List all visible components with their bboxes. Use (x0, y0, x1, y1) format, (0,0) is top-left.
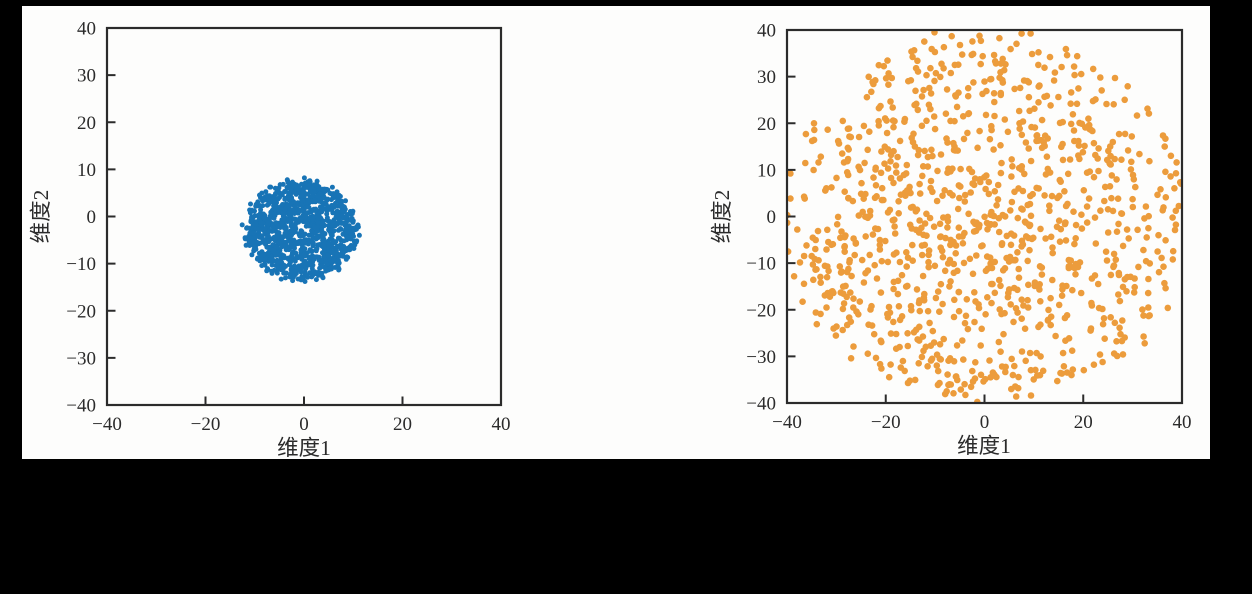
right-scatter-plot: −40 −20 0 20 40 −40 −30 −20 −10 0 10 20 30 40 维度1 维度2 (710, 21, 1192, 459)
x-tick-label: 0 (299, 414, 309, 435)
y-tick-label: −30 (746, 347, 776, 368)
x-tick-label: 0 (980, 412, 990, 433)
x-tick-label: −40 (92, 414, 122, 435)
y-tick-label: 30 (757, 67, 776, 88)
y-tick-label: 20 (757, 114, 776, 135)
right-y-axis-label: 维度2 (710, 190, 734, 244)
left-plot-x-ticks: −40 −20 0 20 40 (92, 396, 511, 435)
y-tick-label: −40 (66, 396, 96, 417)
left-x-axis-label: 维度1 (277, 436, 331, 460)
x-tick-label: 40 (1173, 412, 1192, 433)
y-tick-label: 30 (77, 66, 96, 87)
y-tick-label: −20 (66, 301, 96, 322)
x-tick-label: 20 (1074, 412, 1093, 433)
left-plot-frame (105, 26, 503, 407)
left-plot-y-ticks: −40 −30 −20 −10 0 10 20 30 40 (66, 19, 116, 417)
figure-panel-background (22, 6, 1210, 459)
y-tick-label: 20 (77, 113, 96, 134)
y-tick-label: −20 (746, 300, 776, 321)
y-tick-label: 0 (767, 207, 777, 228)
y-tick-label: 40 (77, 19, 96, 40)
right-x-axis-label: 维度1 (957, 434, 1011, 458)
right-plot-points-layer (787, 30, 1182, 403)
x-tick-label: 20 (393, 414, 412, 435)
right-plot-frame (785, 28, 1184, 405)
left-plot-points-layer (239, 175, 362, 284)
y-tick-label: −30 (66, 348, 96, 369)
y-tick-label: 10 (77, 160, 96, 181)
x-tick-label: 40 (492, 414, 511, 435)
y-tick-label: −10 (66, 254, 96, 275)
x-tick-label: −20 (871, 412, 901, 433)
y-tick-label: 40 (757, 21, 776, 42)
left-scatter-plot: −40 −20 0 20 40 −40 −30 −20 −10 0 10 20 30 40 维度1 维度2 (29, 19, 511, 461)
y-tick-label: −10 (746, 254, 776, 275)
right-plot-x-ticks: −40 −20 0 20 40 (772, 394, 1192, 433)
x-tick-label: −40 (772, 412, 802, 433)
right-plot-axes: −40 −20 0 20 40 −40 −30 −20 −10 0 10 20 30 40 (746, 21, 1191, 434)
y-tick-label: 0 (87, 207, 97, 228)
y-tick-label: −40 (746, 394, 776, 415)
right-plot-y-ticks: −40 −30 −20 −10 0 10 20 30 40 (746, 21, 796, 415)
left-y-axis-label: 维度2 (29, 190, 53, 244)
left-plot-axes: −40 −20 0 20 40 −40 −30 −20 −10 0 10 20 30 40 (66, 19, 510, 436)
y-tick-label: 10 (757, 160, 776, 181)
x-tick-label: −20 (191, 414, 221, 435)
